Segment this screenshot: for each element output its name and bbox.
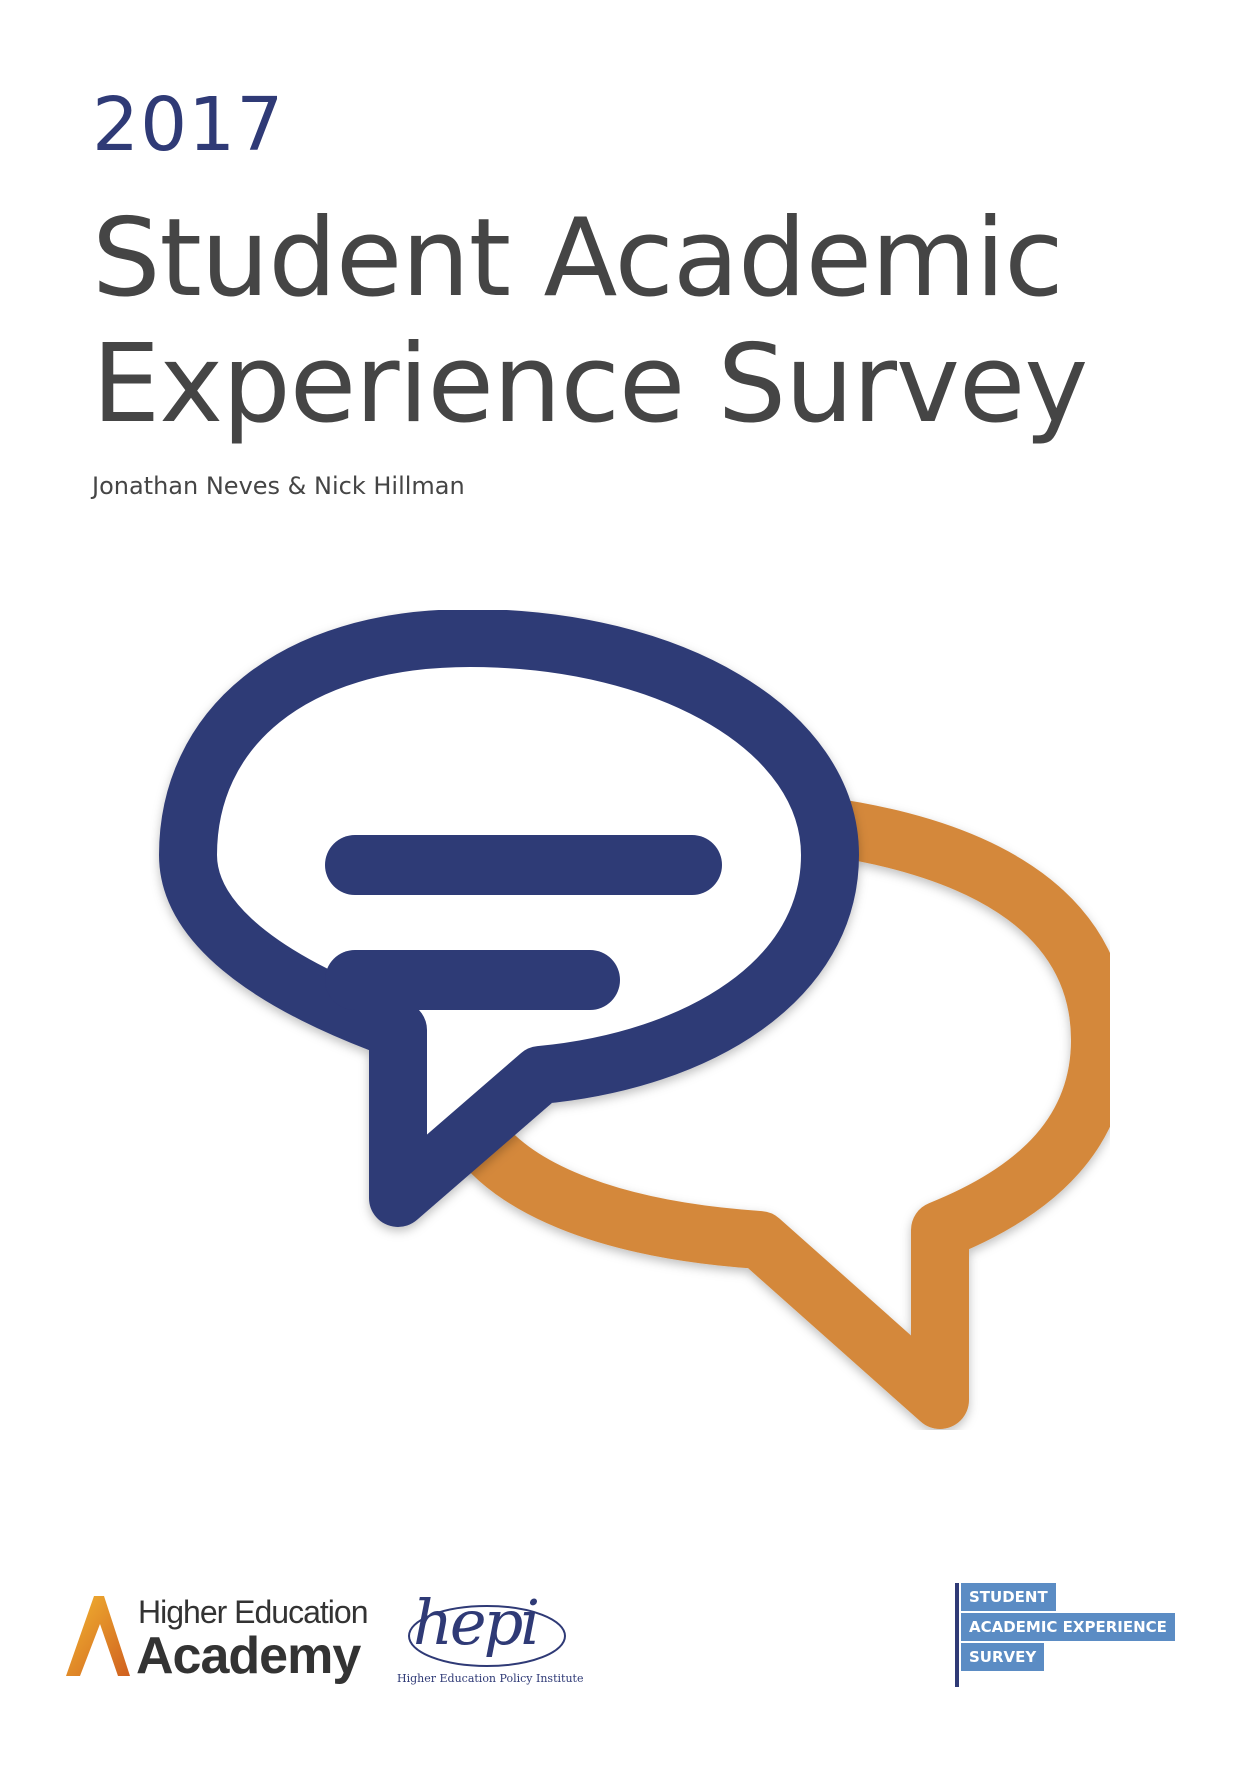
saes-logo-line-3: SURVEY (961, 1643, 1044, 1671)
report-title-line-2: Experience Survey (92, 322, 1087, 448)
hea-a-mark-icon (60, 1586, 134, 1686)
report-title-line-1: Student Academic (92, 196, 1087, 322)
saes-logo-line-1: STUDENT (961, 1583, 1056, 1611)
report-authors: Jonathan Neves & Nick Hillman (92, 472, 465, 500)
front-speech-bubble (188, 638, 830, 1198)
saes-logo: STUDENT ACADEMIC EXPERIENCE SURVEY (955, 1583, 1185, 1688)
saes-logo-bar (955, 1583, 959, 1687)
hepi-logo: hepi Higher Education Policy Institute (395, 1586, 575, 1696)
report-title: Student Academic Experience Survey (92, 196, 1087, 448)
hepi-subtitle: Higher Education Policy Institute (397, 1672, 583, 1685)
speech-bubbles-icon (150, 610, 1110, 1430)
saes-logo-line-2: ACADEMIC EXPERIENCE (961, 1613, 1175, 1641)
report-year: 2017 (92, 88, 284, 162)
hepi-wordmark: hepi (413, 1586, 537, 1659)
hea-logo: Higher Education Academy (60, 1586, 370, 1686)
hea-logo-line-2: Academy (136, 1626, 360, 1686)
